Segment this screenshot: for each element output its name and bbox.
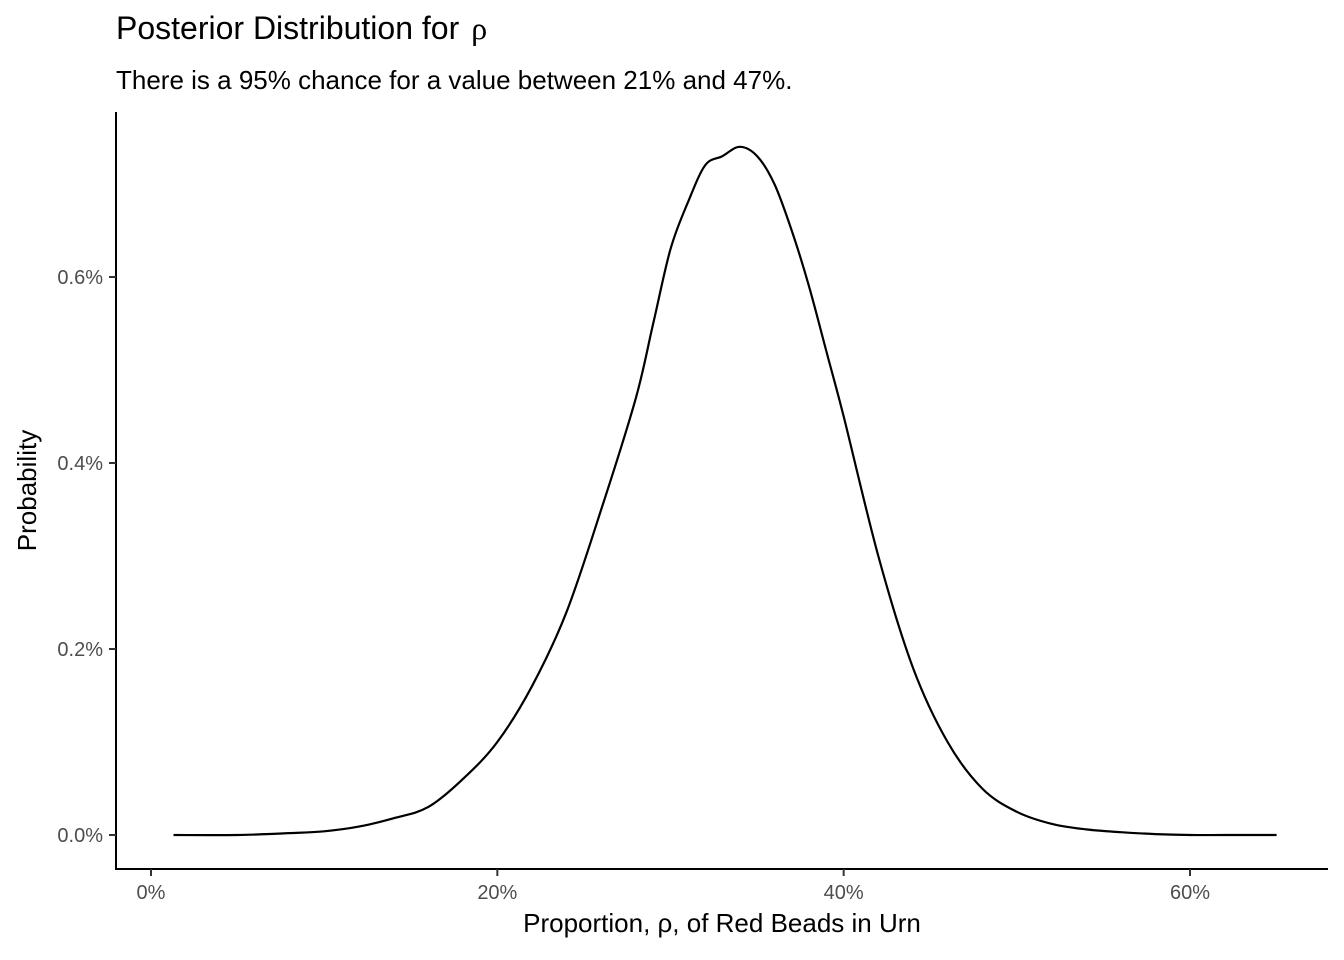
y-tick-label: 0.4% [57,453,103,475]
axes [115,112,1328,870]
x-tick-label: 60% [1170,882,1210,904]
chart-subtitle: There is a 95% chance for a value betwee… [116,65,793,95]
chart-title: Posterior Distribution for ρ [116,10,487,47]
ticks: 0% 20% 40% 60% 0.0% 0.2% 0.4% 0.6% [57,267,1210,904]
y-axis-title: Probability [12,430,42,551]
y-tick-label: 0.2% [57,639,103,661]
chart-title-text: Posterior Distribution for [116,10,460,46]
x-tick-label: 0% [137,882,166,904]
density-line [173,145,1277,837]
x-tick-label: 20% [477,882,517,904]
y-tick-label: 0.6% [57,267,103,289]
series-layer [173,145,1277,837]
x-tick-label: 40% [824,882,864,904]
x-axis-title: Proportion, ρ, of Red Beads in Urn [523,908,921,938]
y-tick-label: 0.0% [57,825,103,847]
chart-title-symbol: ρ [471,10,488,46]
